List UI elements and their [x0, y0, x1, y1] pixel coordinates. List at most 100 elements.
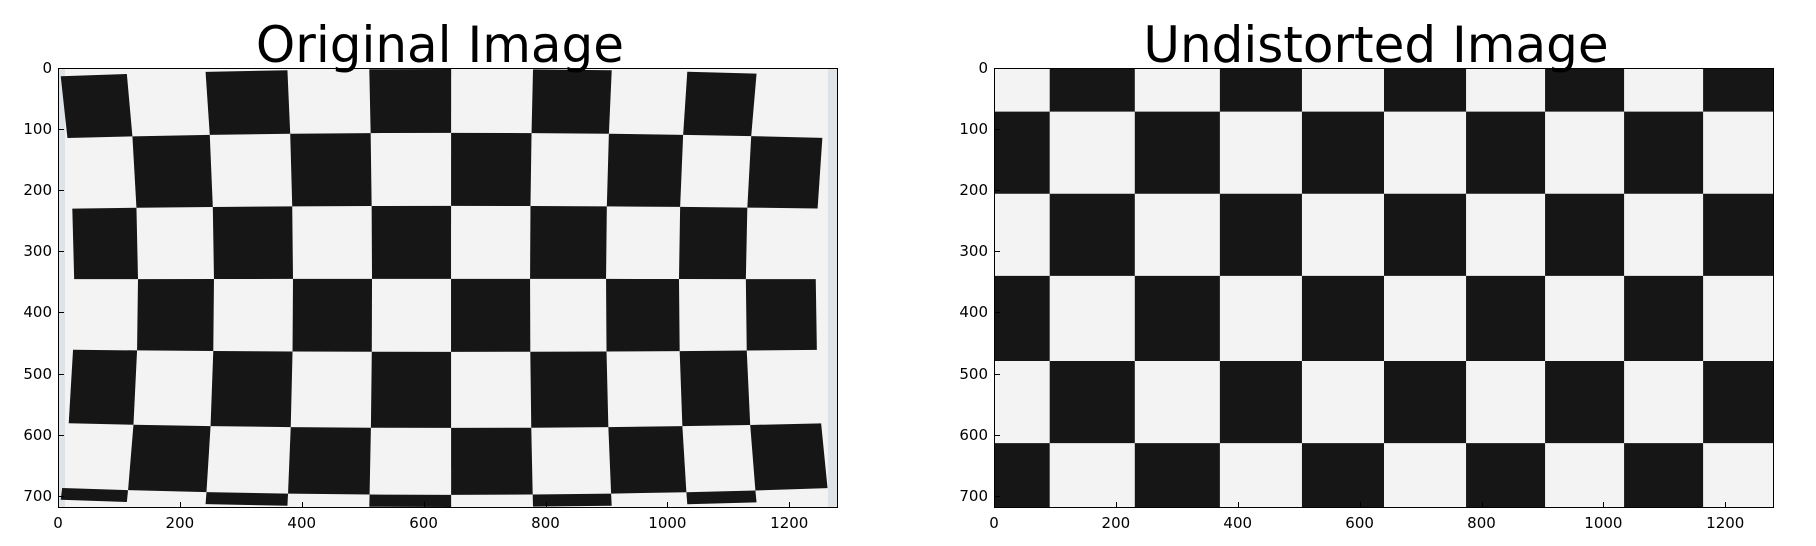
- y-tick-mark: [58, 312, 64, 314]
- x-tick-label: 400: [1223, 514, 1253, 532]
- checker-square: [1049, 361, 1135, 444]
- checker-square: [212, 206, 293, 279]
- original-image-panel: Original Image 0 100 200 300 400 500 600 700 0 20…: [0, 0, 880, 546]
- x-tick-label: 1000: [1584, 514, 1623, 532]
- checker-square: [1624, 111, 1704, 194]
- x-tick-mark: [301, 502, 303, 508]
- x-tick-mark: [994, 502, 995, 508]
- y-tick-mark: [994, 373, 1000, 375]
- checker-square: [72, 207, 138, 280]
- checker-square: [530, 206, 607, 279]
- checker-square: [745, 279, 817, 351]
- checker-square: [451, 427, 533, 495]
- x-tick-mark: [1481, 502, 1483, 508]
- checker-square: [1134, 275, 1220, 361]
- checker-square: [60, 74, 133, 139]
- y-tick-label: 500: [23, 364, 52, 383]
- y-tick-label: 400: [23, 303, 52, 322]
- checker-square: [1134, 443, 1220, 507]
- x-tick-mark: [545, 502, 547, 508]
- checker-square: [750, 423, 828, 491]
- x-tick-label: 600: [409, 514, 438, 532]
- y-tick-label: 0: [42, 59, 52, 77]
- y-tick-label: 100: [959, 120, 988, 139]
- x-tick-label: 1200: [770, 514, 809, 532]
- y-tick-label: 600: [23, 425, 52, 444]
- y-tick-mark: [58, 251, 64, 253]
- checker-square: [995, 443, 1050, 507]
- checker-square: [686, 490, 757, 505]
- checker-square: [1466, 443, 1546, 507]
- y-tick-label: 0: [978, 59, 988, 77]
- x-tick-label: 400: [287, 514, 317, 532]
- x-tick-mark: [1603, 502, 1605, 508]
- checker-square: [678, 206, 748, 280]
- checker-square: [679, 350, 751, 427]
- checker-square: [532, 493, 612, 507]
- x-tick-mark: [1359, 502, 1361, 508]
- y-tick-mark: [994, 68, 1000, 69]
- checker-square: [60, 487, 129, 502]
- x-tick-mark: [179, 502, 181, 508]
- checker-square: [608, 426, 687, 494]
- x-tick-label: 0: [53, 514, 63, 532]
- panel-title: Undistorted Image: [1143, 16, 1609, 74]
- x-tick-label: 800: [1467, 514, 1496, 532]
- checker-square: [370, 351, 452, 428]
- checker-square: [1219, 193, 1302, 276]
- x-tick-mark: [1237, 502, 1239, 508]
- y-tick-mark: [994, 434, 1000, 436]
- y-tick-label: 100: [23, 120, 52, 139]
- y-tick-mark: [58, 495, 64, 497]
- y-tick-label: 600: [959, 425, 988, 444]
- checker-square: [128, 424, 211, 493]
- checker-square: [137, 278, 214, 352]
- checker-square: [1545, 69, 1625, 112]
- x-tick-mark: [1115, 502, 1117, 508]
- checker-square: [1301, 111, 1384, 194]
- y-tick-mark: [58, 190, 64, 192]
- y-tick-mark: [58, 129, 64, 131]
- checker-square: [1624, 443, 1704, 507]
- checker-square: [369, 494, 452, 507]
- checker-square: [747, 136, 823, 209]
- checker-square: [1384, 69, 1467, 112]
- checker-square: [1301, 275, 1384, 361]
- x-tick-mark: [789, 502, 791, 508]
- checker-square: [1466, 111, 1546, 194]
- checker-square: [1134, 111, 1220, 194]
- checker-square: [1219, 361, 1302, 444]
- checker-square: [530, 351, 609, 428]
- x-tick-label: 1200: [1706, 514, 1745, 532]
- checker-square: [290, 133, 372, 207]
- y-tick-mark: [994, 129, 1000, 131]
- x-tick-label: 600: [1345, 514, 1374, 532]
- checker-square: [205, 492, 289, 506]
- y-tick-label: 400: [959, 303, 988, 322]
- checker-square: [1049, 69, 1135, 112]
- checker-square: [606, 133, 684, 207]
- checker-square: [683, 71, 757, 137]
- y-tick-mark: [994, 312, 1000, 314]
- checker-square: [606, 278, 680, 352]
- y-tick-label: 700: [23, 486, 52, 505]
- checker-square: [1301, 443, 1384, 507]
- x-tick-label: 200: [1101, 514, 1131, 532]
- checker-square: [1384, 361, 1467, 444]
- checker-square: [1703, 69, 1773, 112]
- x-tick-label: 200: [165, 514, 195, 532]
- y-tick-mark: [58, 434, 64, 436]
- undistorted-image-panel: Undistorted Image 0 100 200 300 400 500 600 700…: [936, 0, 1816, 546]
- checker-square: [1703, 361, 1773, 444]
- y-tick-label: 300: [959, 242, 988, 261]
- x-tick-mark: [1725, 502, 1727, 508]
- checker-square: [369, 69, 452, 134]
- y-tick-mark: [58, 68, 64, 69]
- checker-square: [1545, 361, 1625, 444]
- y-tick-mark: [994, 495, 1000, 497]
- checker-square: [451, 132, 532, 207]
- x-tick-mark: [667, 502, 669, 508]
- checker-square: [288, 427, 371, 495]
- x-tick-mark: [423, 502, 425, 508]
- y-tick-label: 700: [959, 486, 988, 505]
